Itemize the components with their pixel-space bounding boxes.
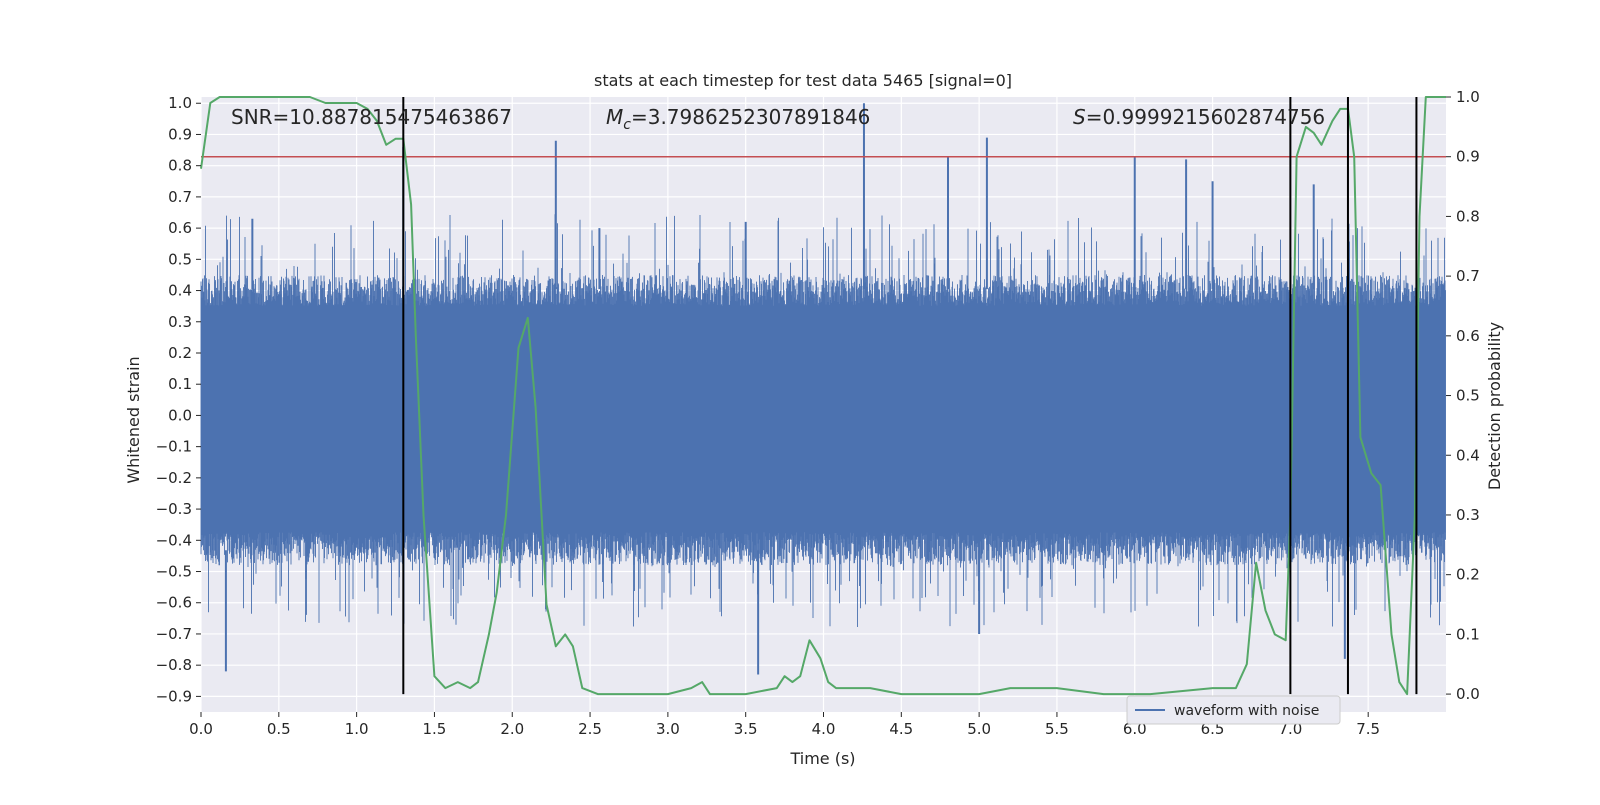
x-axis-label: Time (s) <box>789 749 855 768</box>
y-tick-label: 1.0 <box>168 94 192 112</box>
y2-tick-label: 0.4 <box>1456 446 1480 464</box>
x-tick-label: 5.0 <box>967 720 991 738</box>
mc-subscript: c <box>623 117 631 133</box>
y2-tick-label: 0.5 <box>1456 387 1480 405</box>
snr-annotation: SNR=10.887815475463867 <box>231 105 512 129</box>
probability-series <box>200 96 1446 696</box>
mc-annotation: Mc=3.7986252307891846 <box>606 105 870 133</box>
y-tick-label: −0.5 <box>156 563 192 581</box>
y-tick-label: −0.8 <box>156 656 192 674</box>
y2-tick-label: 0.9 <box>1456 148 1480 166</box>
x-tick-label: 7.5 <box>1356 720 1380 738</box>
y2-tick-label: 0.1 <box>1456 625 1480 643</box>
y-tick-label: −0.3 <box>156 500 192 518</box>
x-tick-label: 4.0 <box>812 720 836 738</box>
y-axis-label: Whitened strain <box>124 356 143 483</box>
x-tick-label: 0.0 <box>189 720 213 738</box>
s-annotation: S=0.9999215602874756 <box>1073 105 1325 129</box>
x-tick-label: 3.0 <box>656 720 680 738</box>
y-tick-label: −0.9 <box>156 687 192 705</box>
mc-value: =3.7986252307891846 <box>631 105 870 129</box>
y2-tick-label: 0.3 <box>1456 506 1480 524</box>
x-tick-label: 4.5 <box>889 720 913 738</box>
y-tick-label: −0.1 <box>156 438 192 456</box>
s-value: =0.9999215602874756 <box>1086 105 1325 129</box>
y2-tick-label: 0.0 <box>1456 685 1480 703</box>
y2-tick-label: 0.6 <box>1456 327 1480 345</box>
y-tick-label: −0.6 <box>156 594 192 612</box>
x-tick-label: 1.5 <box>423 720 447 738</box>
waveform-noise-line <box>200 214 1446 627</box>
y2-tick-label: 0.2 <box>1456 566 1480 584</box>
y-tick-label: 0.6 <box>168 219 192 237</box>
legend-box <box>1126 695 1341 725</box>
chart-title: stats at each timestep for test data 546… <box>594 71 1012 90</box>
y2-tick-label: 1.0 <box>1456 88 1480 106</box>
y-tick-label: −0.4 <box>156 531 192 549</box>
y-tick-label: 0.0 <box>168 406 192 424</box>
y2-tick-label: 0.7 <box>1456 267 1480 285</box>
y-tick-label: 0.2 <box>168 344 192 362</box>
x-tick-label: 1.0 <box>345 720 369 738</box>
y-tick-label: 0.1 <box>168 375 192 393</box>
y2-axis-label: Detection probability <box>1485 322 1504 490</box>
legend: waveform with noise <box>1126 695 1341 725</box>
probability-line <box>200 96 1446 696</box>
x-tick-label: 2.5 <box>578 720 602 738</box>
s-symbol: S <box>1073 105 1086 129</box>
y-tick-label: 0.3 <box>168 313 192 331</box>
x-tick-label: 2.0 <box>500 720 524 738</box>
y-tick-label: 0.4 <box>168 282 192 300</box>
axes: 0.0 0.5 1.0 1.5 2.0 2.5 3.0 3.5 4.0 4.5 5.0 5.5 6.0 6… <box>156 88 1480 738</box>
y2-tick-label: 0.8 <box>1456 207 1480 225</box>
y-tick-label: 0.8 <box>168 157 192 175</box>
x-tick-label: 3.5 <box>734 720 758 738</box>
mc-symbol: M <box>606 105 623 129</box>
vlines <box>402 97 1418 695</box>
x-tick-label: 0.5 <box>267 720 291 738</box>
legend-label: waveform with noise <box>1174 703 1319 719</box>
y-tick-label: 0.7 <box>168 188 192 206</box>
y-tick-label: 0.5 <box>168 250 192 268</box>
x-tick-label: 5.5 <box>1045 720 1069 738</box>
y-tick-label: 0.9 <box>168 125 192 143</box>
y-tick-label: −0.2 <box>156 469 192 487</box>
y-tick-label: −0.7 <box>156 625 192 643</box>
